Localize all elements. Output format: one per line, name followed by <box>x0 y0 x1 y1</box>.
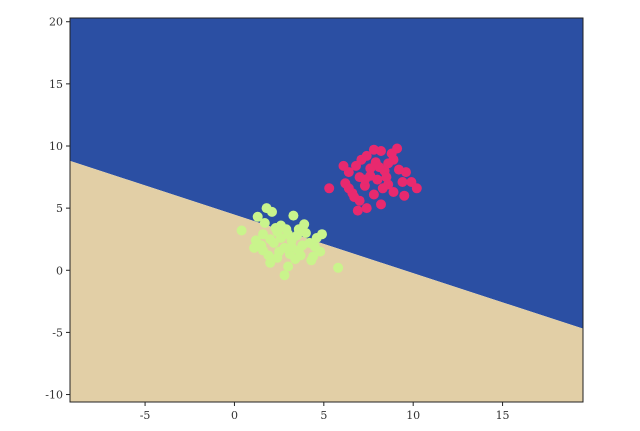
y-tick-label: 15 <box>49 78 63 91</box>
plot-frame <box>69 17 584 403</box>
y-tick-label: 0 <box>56 264 63 277</box>
scatter-point-series-1 <box>343 183 354 194</box>
scatter-point-series-2 <box>309 241 320 252</box>
scatter-point-series-2 <box>265 234 276 245</box>
scatter-point-series-2 <box>252 211 263 222</box>
x-tick-label: 10 <box>406 409 420 422</box>
scatter-point-series-1 <box>361 203 372 214</box>
region-below-boundary <box>70 160 583 402</box>
x-tick-label: -5 <box>140 409 151 422</box>
scatter-point-series-2 <box>333 262 344 273</box>
scatter-point-series-2 <box>286 241 297 252</box>
scatter-point-series-2 <box>297 240 308 251</box>
x-tick-label: 15 <box>496 409 510 422</box>
y-tick-label: 10 <box>49 140 63 153</box>
scatter-point-series-1 <box>392 143 403 154</box>
scatter-point-series-2 <box>295 250 306 261</box>
y-tick-label: 5 <box>56 202 63 215</box>
scatter-point-series-1 <box>376 199 386 210</box>
scatter-point-series-2 <box>270 223 281 233</box>
x-axis: -5 0 5 10 15 <box>140 402 510 422</box>
x-tick-label: 5 <box>320 409 327 422</box>
region-above-boundary <box>70 18 583 329</box>
decision-region-group <box>70 18 583 402</box>
scatter-point-series-1 <box>352 205 363 216</box>
scatter-point-series-1 <box>368 144 379 155</box>
scatter-point-series-2 <box>308 251 319 262</box>
scatter-point-series-2 <box>267 206 277 217</box>
scatter-point-series-1 <box>397 177 408 187</box>
scatter-point-series-1 <box>411 183 422 194</box>
y-axis: -10 -5 0 5 10 15 20 <box>45 16 70 402</box>
scatter-point-series-2 <box>259 218 270 228</box>
scatter-points-group <box>236 143 422 281</box>
scatter-point-series-1 <box>374 162 385 173</box>
scatter-point-series-1 <box>399 190 410 201</box>
scatter-point-series-1 <box>324 183 335 194</box>
scatter-point-series-2 <box>292 230 302 241</box>
scatter-point-series-1 <box>368 189 379 200</box>
scatter-point-series-2 <box>279 270 290 281</box>
y-tick-label: -5 <box>52 326 63 339</box>
scatter-point-series-2 <box>274 246 285 257</box>
scatter-point-series-2 <box>288 210 299 221</box>
scatter-point-series-1 <box>401 167 411 178</box>
scatter-point-series-1 <box>388 187 399 197</box>
scatter-point-series-1 <box>359 174 370 185</box>
scatter-point-series-2 <box>283 261 294 272</box>
scatter-point-series-2 <box>317 229 327 240</box>
scatter-point-series-1 <box>383 158 394 169</box>
scatter-point-series-1 <box>377 183 388 194</box>
scatter-point-series-1 <box>349 192 360 202</box>
y-tick-label: -10 <box>45 389 63 402</box>
scatter-point-series-1 <box>356 154 367 165</box>
scatter-point-series-2 <box>258 229 268 240</box>
scatter-point-series-1 <box>338 160 349 171</box>
y-tick-label: 20 <box>49 16 63 29</box>
x-tick-label: 0 <box>231 409 238 422</box>
scatter-point-series-2 <box>263 250 274 261</box>
scatter-point-series-1 <box>381 172 392 183</box>
scatter-point-series-2 <box>275 233 286 243</box>
scatter-point-series-2 <box>299 219 310 230</box>
scatter-point-series-2 <box>281 224 292 235</box>
scatter-point-series-2 <box>300 228 311 238</box>
scatter-point-series-2 <box>249 242 260 253</box>
scatter-point-series-2 <box>236 225 247 236</box>
